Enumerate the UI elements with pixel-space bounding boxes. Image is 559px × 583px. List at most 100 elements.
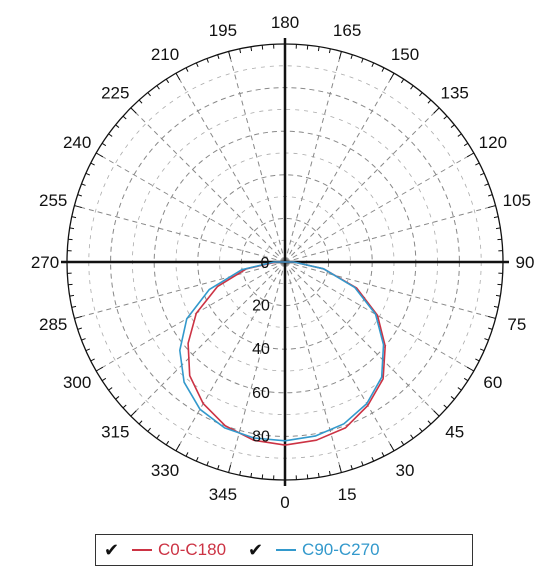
angle-tick-mark — [206, 58, 209, 63]
angle-tick-mark — [239, 48, 242, 54]
angle-tick-mark — [122, 115, 127, 120]
series-line-c90-c270 — [179, 261, 385, 442]
angle-tick-mark — [138, 420, 143, 425]
angle-tick-label: 255 — [39, 191, 67, 210]
angle-tick-mark — [156, 434, 160, 439]
grid-spoke-225 — [130, 107, 286, 263]
angle-tick-label: 240 — [63, 133, 91, 152]
angle-tick-mark — [228, 51, 232, 59]
grid-spoke-105 — [284, 205, 496, 263]
grid-spoke-135 — [284, 107, 440, 263]
angle-tick-mark — [488, 315, 496, 319]
angle-tick-mark — [466, 152, 475, 158]
angle-tick-mark — [228, 465, 232, 473]
angle-tick-mark — [350, 54, 353, 59]
angle-tick-label: 45 — [445, 423, 464, 442]
angle-tick-mark — [147, 92, 151, 97]
angle-tick-mark — [81, 338, 86, 341]
angle-tick-mark — [175, 443, 181, 452]
angle-tick-mark — [495, 294, 501, 297]
radial-tick-label: 40 — [252, 341, 270, 358]
grid-spoke-75 — [284, 261, 496, 319]
angle-tick-mark — [463, 377, 469, 382]
angle-tick-label: 195 — [209, 21, 237, 40]
angle-tick-mark — [475, 358, 480, 362]
legend-item-c90-c270[interactable]: ✔ C90-C270 — [248, 540, 380, 561]
angle-tick-mark — [427, 420, 432, 425]
angle-tick-label: 345 — [209, 485, 237, 504]
angle-tick-mark — [410, 85, 414, 90]
angle-tick-mark — [443, 404, 448, 409]
checkbox-checked-icon[interactable]: ✔ — [248, 539, 264, 561]
angle-tick-mark — [115, 124, 120, 128]
polar-chart: 0 15 30 45 60 75 90 105 120 135 150 165 180 195 210 225… — [31, 13, 535, 512]
angle-tick-mark — [206, 461, 209, 466]
angle-tick-mark — [77, 194, 82, 197]
legend-item-c0-c180[interactable]: ✔ C0-C180 — [104, 540, 226, 561]
angle-tick-label: 30 — [396, 461, 415, 480]
angle-tick-mark — [410, 434, 414, 439]
grid-spoke-150 — [284, 72, 395, 263]
angle-tick-mark — [95, 366, 104, 372]
angle-tick-mark — [457, 133, 462, 137]
angle-tick-mark — [361, 461, 364, 466]
angle-tick-label: 90 — [516, 253, 535, 272]
angle-tick-mark — [217, 54, 220, 59]
angle-tick-mark — [108, 387, 113, 391]
angle-tick-mark — [122, 404, 127, 409]
angle-tick-label: 15 — [338, 485, 357, 504]
angle-tick-mark — [495, 227, 501, 230]
angle-tick-label: 330 — [151, 461, 179, 480]
angle-tick-mark — [450, 396, 455, 400]
angle-tick-mark — [371, 456, 375, 462]
angle-tick-mark — [175, 72, 181, 81]
angle-tick-mark — [466, 366, 475, 372]
angle-tick-mark — [250, 472, 253, 478]
angle-tick-mark — [400, 440, 405, 446]
radial-center-label: 0 — [261, 255, 270, 272]
angle-tick-mark — [165, 78, 170, 84]
angle-tick-mark — [74, 205, 82, 209]
angle-tick-mark — [69, 227, 75, 230]
radial-tick-label: 20 — [252, 298, 270, 315]
angle-tick-mark — [195, 456, 199, 462]
grid-spoke-210 — [175, 72, 286, 263]
angle-tick-label: 60 — [483, 373, 502, 392]
angle-tick-label: 225 — [101, 83, 129, 102]
angle-tick-mark — [381, 67, 385, 72]
angle-tick-mark — [389, 443, 395, 452]
grid-spoke-15 — [284, 261, 342, 473]
angle-tick-mark — [147, 427, 151, 432]
angle-tick-mark — [239, 470, 242, 476]
angle-tick-mark — [488, 327, 493, 330]
angle-tick-mark — [77, 327, 82, 330]
radial-tick-label: 80 — [252, 428, 270, 445]
angle-tick-label: 0 — [280, 493, 289, 512]
grid-spoke-30 — [284, 261, 395, 452]
angle-tick-mark — [217, 465, 220, 470]
grid-spoke-330 — [175, 261, 286, 452]
angle-tick-mark — [156, 85, 160, 90]
angle-tick-mark — [85, 172, 91, 176]
angle-tick-mark — [484, 338, 489, 341]
angle-tick-mark — [419, 427, 423, 432]
checkbox-checked-icon[interactable]: ✔ — [104, 539, 120, 561]
angle-tick-mark — [381, 452, 385, 457]
angle-tick-mark — [69, 294, 75, 297]
grid-spoke-285 — [74, 261, 286, 319]
angle-tick-mark — [328, 470, 331, 476]
legend-swatch-c0-c180 — [132, 549, 152, 551]
angle-tick-mark — [400, 78, 405, 84]
angle-tick-mark — [475, 162, 480, 166]
angle-tick-label: 120 — [479, 133, 507, 152]
legend-swatch-c90-c270 — [276, 549, 297, 551]
grid-spoke-195 — [228, 51, 286, 263]
angle-tick-mark — [74, 315, 82, 319]
legend-label-c0-c180: C0-C180 — [158, 540, 227, 559]
angle-tick-mark — [95, 152, 104, 158]
angle-tick-mark — [493, 216, 499, 219]
grid-spoke-345 — [228, 261, 286, 473]
angle-tick-mark — [317, 472, 320, 478]
angle-tick-mark — [419, 92, 423, 97]
angle-tick-mark — [185, 452, 189, 457]
